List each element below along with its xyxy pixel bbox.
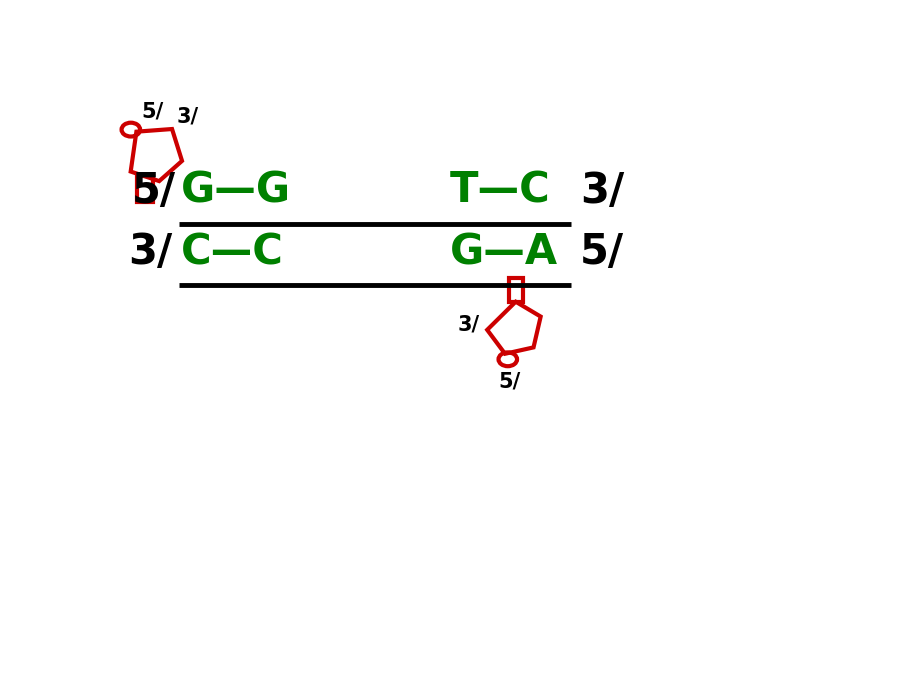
Text: G—A: G—A (449, 231, 558, 273)
Text: 5/: 5/ (497, 371, 519, 391)
Text: 3/: 3/ (128, 231, 172, 273)
Text: 3/: 3/ (458, 315, 480, 335)
Text: 5/: 5/ (579, 231, 623, 273)
Text: 5/: 5/ (141, 101, 163, 121)
Text: C—C: C—C (180, 231, 283, 273)
Text: 5/: 5/ (131, 170, 176, 212)
Bar (137, 177, 153, 201)
Text: G—G: G—G (180, 170, 290, 212)
Bar (508, 278, 522, 302)
Text: T—C: T—C (449, 170, 550, 212)
Text: 3/: 3/ (579, 170, 623, 212)
Text: 3/: 3/ (176, 107, 199, 127)
